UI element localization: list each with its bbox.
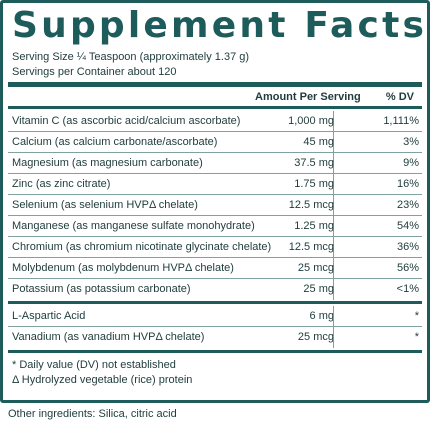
nutrient-dv: 9% — [403, 157, 419, 169]
row-separator — [8, 278, 422, 279]
nutrient-name: Manganese (as manganese sulfate monohydr… — [12, 220, 255, 232]
nutrient-name: Selenium (as selenium HVPΔ chelate) — [12, 199, 198, 211]
nutrient-dv: * — [414, 310, 419, 322]
nutrient-row: Zinc (as zinc citrate) 1.75 mg 16% — [8, 174, 422, 195]
nutrient-row: Vanadium (as vanadium HVPΔ chelate) 25 mc… — [8, 327, 422, 348]
footnote-hvp: Δ Hydrolyzed vegetable (rice) protein — [12, 374, 193, 386]
nutrient-amount: 37.5 mg — [294, 157, 334, 169]
nutrient-row: Selenium (as selenium HVPΔ chelate) 12.5 … — [8, 195, 422, 216]
column-divider-amount — [333, 111, 334, 300]
nutrient-list: Vitamin C (as ascorbic acid/calcium asco… — [8, 111, 422, 300]
nutrient-row: Molybdenum (as molybdenum HVPΔ chelate) 2… — [8, 258, 422, 279]
nutrient-dv: * — [414, 331, 419, 343]
footnote-dv: * Daily value (DV) not established — [12, 359, 176, 371]
nutrient-row: Manganese (as manganese sulfate monohydr… — [8, 216, 422, 237]
nutrient-amount: 25 mcg — [297, 262, 334, 274]
amount-column-header: Amount Per Serving — [255, 91, 361, 103]
nutrient-amount: 45 mg — [303, 136, 334, 148]
nutrient-dv: 36% — [396, 241, 419, 253]
nutrient-name: Vanadium (as vanadium HVPΔ chelate) — [12, 331, 205, 343]
row-separator — [8, 236, 422, 237]
nutrient-amount: 12.5 mcg — [288, 199, 334, 211]
nutrient-amount: 12.5 mcg — [288, 241, 334, 253]
nutrient-amount: 1,000 mg — [288, 115, 334, 127]
nutrient-amount: 1.25 mg — [294, 220, 334, 232]
row-separator — [8, 326, 422, 327]
nutrient-amount: 25 mg — [303, 283, 334, 295]
servings-per-container: Servings per Container about 120 — [12, 66, 177, 78]
nutrient-dv: 23% — [396, 199, 419, 211]
nutrient-name: Chromium (as chromium nicotinate glycina… — [12, 241, 272, 253]
column-divider-amount-other — [333, 306, 334, 348]
nutrient-name: Vitamin C (as ascorbic acid/calcium asco… — [12, 115, 241, 127]
nutrient-dv: 1,111% — [383, 115, 419, 127]
nutrient-dv: 3% — [403, 136, 419, 148]
nutrient-row: Vitamin C (as ascorbic acid/calcium asco… — [8, 111, 422, 132]
row-separator — [8, 215, 422, 216]
nutrient-dv: <1% — [396, 283, 419, 295]
nutrient-dv: 16% — [396, 178, 419, 190]
mid-divider — [8, 301, 422, 304]
nutrient-name: Potassium (as potassium carbonate) — [12, 283, 191, 295]
nutrient-row: Calcium (as calcium carbonate/ascorbate)… — [8, 132, 422, 153]
nutrient-row: L-Aspartic Acid 6 mg * — [8, 306, 422, 327]
row-separator — [8, 131, 422, 132]
row-separator — [8, 257, 422, 258]
nutrient-name: Calcium (as calcium carbonate/ascorbate) — [12, 136, 218, 148]
nutrient-dv: 54% — [396, 220, 419, 232]
nutrient-name: L-Aspartic Acid — [12, 310, 86, 322]
nutrient-amount: 25 mcg — [297, 331, 334, 343]
nutrient-row: Magnesium (as magnesium carbonate) 37.5 m… — [8, 153, 422, 174]
bottom-divider — [8, 350, 422, 353]
row-separator — [8, 173, 422, 174]
row-separator — [8, 194, 422, 195]
other-nutrient-list: L-Aspartic Acid 6 mg * Vanadium (as vanadiu… — [8, 306, 422, 348]
serving-size: Serving Size ¼ Teaspoon (approximately 1… — [12, 51, 250, 63]
top-divider — [8, 82, 422, 87]
nutrient-name: Magnesium (as magnesium carbonate) — [12, 157, 203, 169]
supplement-facts-panel: Supplement Facts Serving Size ¼ Teaspoon… — [0, 0, 430, 403]
dv-column-header: % DV — [385, 91, 414, 103]
header-divider — [8, 106, 422, 109]
other-ingredients: Other ingredients: Silica, citric acid — [8, 408, 177, 420]
nutrient-amount: 1.75 mg — [294, 178, 334, 190]
panel-title: Supplement Facts — [12, 5, 428, 46]
nutrient-amount: 6 mg — [309, 310, 334, 322]
nutrient-dv: 56% — [396, 262, 419, 274]
nutrient-row: Chromium (as chromium nicotinate glycina… — [8, 237, 422, 258]
nutrient-name: Zinc (as zinc citrate) — [12, 178, 111, 190]
nutrient-name: Molybdenum (as molybdenum HVPΔ chelate) — [12, 262, 234, 274]
row-separator — [8, 152, 422, 153]
nutrient-row: Potassium (as potassium carbonate) 25 mg <… — [8, 279, 422, 300]
